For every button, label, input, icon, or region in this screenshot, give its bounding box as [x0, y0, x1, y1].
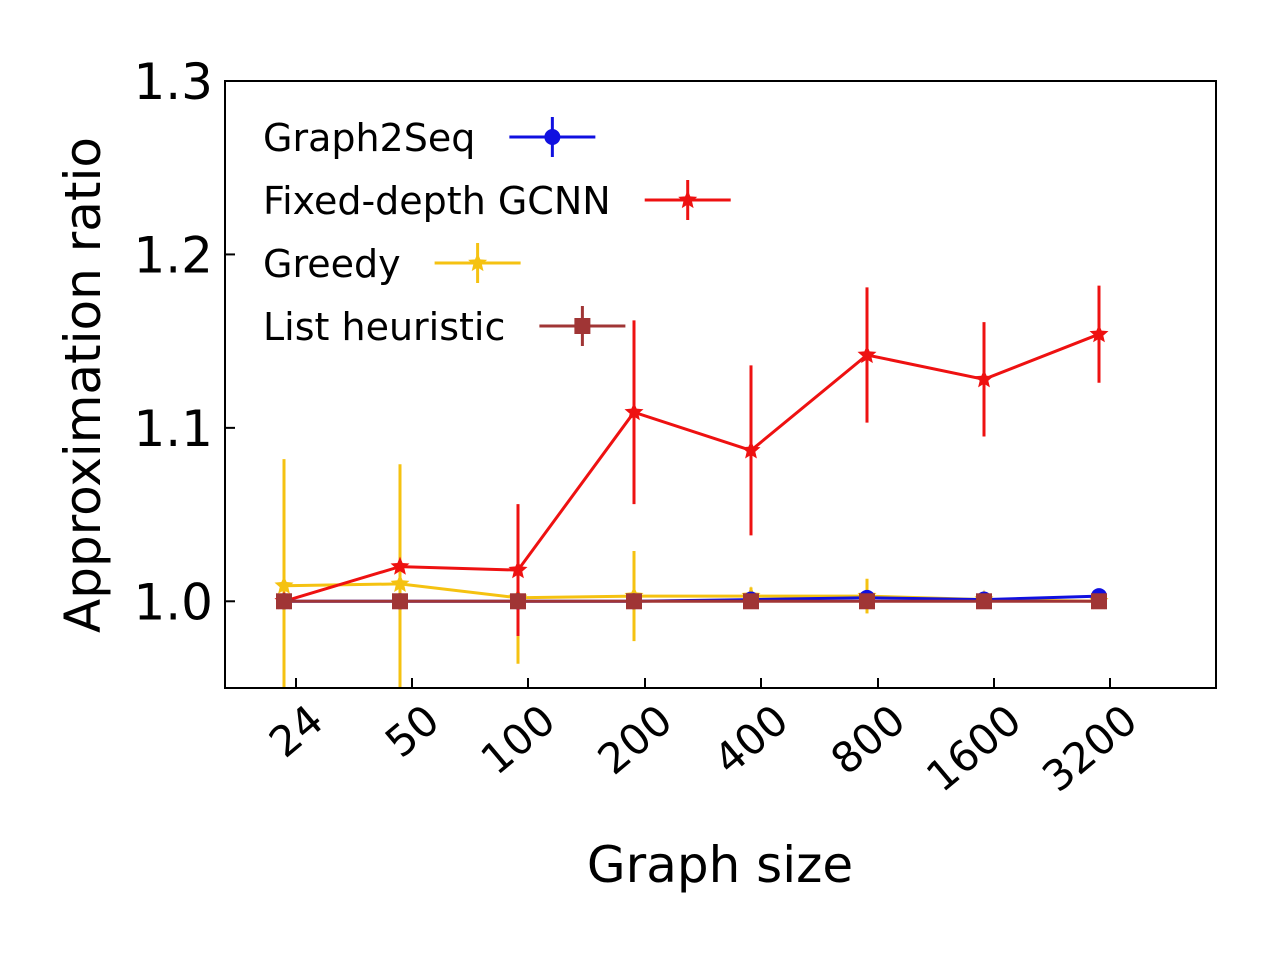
- data-point: [274, 575, 294, 594]
- x-tick-label: 800: [822, 695, 915, 784]
- data-point: [976, 593, 992, 610]
- x-tick-label: 100: [472, 695, 565, 784]
- data-point: [857, 345, 877, 364]
- series-line: [283, 332, 1100, 603]
- legend-label: List heuristic: [263, 305, 505, 349]
- data-point: [624, 402, 644, 421]
- x-tick-label: 24: [260, 695, 332, 767]
- legend-label: Graph2Seq: [263, 116, 475, 160]
- legend-entry: Greedy: [263, 242, 521, 286]
- data-point: [1089, 324, 1109, 343]
- legend-marker: [544, 129, 561, 145]
- y-tick-label: 1.1: [133, 400, 213, 458]
- legend-marker: [574, 318, 591, 334]
- data-point: [276, 593, 292, 610]
- data-point: [508, 560, 528, 579]
- data-point: [392, 593, 408, 610]
- legend-entry: Fixed-depth GCNN: [263, 179, 731, 223]
- y-axis-label: Approximation ratio: [54, 137, 112, 633]
- legend-label: Fixed-depth GCNN: [263, 179, 611, 223]
- x-axis-label: Graph size: [587, 836, 853, 894]
- data-point: [390, 556, 410, 575]
- x-tick-label: 200: [589, 695, 682, 784]
- plot-frame: [224, 80, 1217, 689]
- legend-entry: Graph2Seq: [263, 116, 596, 160]
- data-point: [390, 573, 410, 592]
- y-tick-label: 1.2: [133, 226, 213, 284]
- data-point: [1091, 593, 1107, 610]
- plot-data-layer: [274, 285, 1109, 688]
- series-greedy: [274, 459, 1109, 688]
- legend-entry: List heuristic: [263, 305, 626, 349]
- x-tick-label: 400: [705, 695, 798, 784]
- y-tick-label: 1.3: [133, 53, 213, 111]
- data-point: [626, 593, 642, 610]
- data-point: [510, 593, 526, 610]
- x-axis: 24 50 100 200 400 800 1600 3200: [260, 678, 1146, 801]
- legend: Graph2Seq Fixed-depth GCNN Greedy List heur…: [263, 116, 731, 349]
- legend-label: Greedy: [263, 242, 401, 286]
- data-point: [741, 440, 761, 459]
- x-tick-label: 50: [376, 695, 448, 767]
- series-list-heuristic: [276, 593, 1107, 610]
- legend-marker: [468, 253, 488, 272]
- legend-marker: [678, 190, 698, 209]
- data-point: [974, 369, 994, 388]
- y-axis: 1.0 1.1 1.2 1.3: [133, 53, 235, 631]
- data-point: [743, 593, 759, 610]
- y-tick-label: 1.0: [133, 573, 213, 631]
- data-point: [859, 593, 875, 610]
- x-tick-label: 1600: [917, 695, 1030, 801]
- x-tick-label: 3200: [1033, 695, 1146, 801]
